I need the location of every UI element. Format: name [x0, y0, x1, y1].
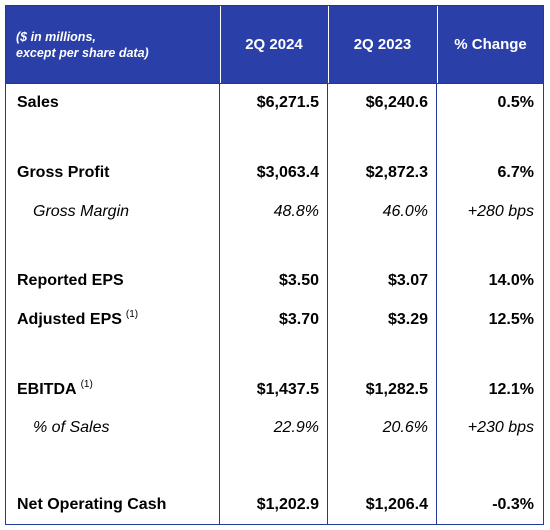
row-label-with-note: EBITDA (1): [17, 376, 93, 404]
column-divider: [219, 84, 220, 525]
row-label: % of Sales: [33, 419, 110, 436]
table-row-reported-eps: Reported EPS $3.50 $3.07 14.0%: [6, 267, 543, 295]
value-2q-2024: 48.8%: [273, 203, 319, 220]
header-2q-2023: 2Q 2023: [328, 6, 436, 83]
value-2q-2024: 22.9%: [273, 419, 319, 436]
table-row-adjusted-eps: Adjusted EPS (1) $3.70 $3.29 12.5%: [6, 306, 543, 334]
column-divider: [436, 84, 437, 525]
value-2q-2024: $3,063.4: [256, 164, 319, 181]
value-percent-change: -0.3%: [492, 496, 534, 513]
table-row-percent-of-sales: % of Sales 22.9% 20.6% +230 bps: [6, 414, 543, 442]
row-label: Gross Margin: [33, 203, 130, 220]
header-caption: ($ in millions, except per share data): [16, 29, 149, 60]
row-label: Adjusted EPS: [17, 311, 122, 328]
row-label: Sales: [17, 94, 59, 111]
row-label: Net Operating Cash: [17, 496, 167, 513]
value-percent-change: +230 bps: [467, 419, 534, 436]
value-percent-change: +280 bps: [467, 203, 534, 220]
value-2q-2023: $1,282.5: [365, 381, 428, 398]
table-header: ($ in millions, except per share data) 2…: [6, 6, 543, 84]
table-row-sales: Sales $6,271.5 $6,240.6 0.5%: [6, 89, 543, 117]
value-2q-2024: $3.70: [278, 311, 319, 328]
table-row-net-operating-cash: Net Operating Cash $1,202.9 $1,206.4 -0.…: [6, 491, 543, 519]
value-2q-2023: $3.07: [387, 272, 428, 289]
footnote-marker: (1): [125, 309, 139, 320]
table-row-ebitda: EBITDA (1) $1,437.5 $1,282.5 12.1%: [6, 376, 543, 404]
footnote-marker: (1): [80, 379, 93, 390]
value-percent-change: 12.5%: [488, 311, 534, 328]
value-percent-change: 12.1%: [488, 381, 534, 398]
column-divider: [327, 84, 328, 525]
value-percent-change: 14.0%: [488, 272, 534, 289]
value-2q-2023: $3.29: [387, 311, 428, 328]
table-row-gross-profit: Gross Profit $3,063.4 $2,872.3 6.7%: [6, 159, 543, 187]
value-2q-2023: $1,206.4: [365, 496, 428, 513]
value-2q-2023: $6,240.6: [365, 94, 428, 111]
row-label-with-note: Adjusted EPS (1): [17, 306, 138, 334]
value-2q-2023: 20.6%: [382, 419, 428, 436]
value-percent-change: 6.7%: [497, 164, 534, 181]
value-2q-2024: $1,437.5: [256, 381, 319, 398]
value-2q-2023: 46.0%: [382, 203, 428, 220]
value-percent-change: 0.5%: [497, 94, 534, 111]
value-2q-2023: $2,872.3: [365, 164, 428, 181]
value-2q-2024: $6,271.5: [256, 94, 319, 111]
value-2q-2024: $1,202.9: [256, 496, 319, 513]
row-label: Reported EPS: [17, 272, 124, 289]
header-2q-2024: 2Q 2024: [220, 6, 327, 83]
value-2q-2024: $3.50: [278, 272, 319, 289]
financial-summary-table: ($ in millions, except per share data) 2…: [5, 5, 544, 525]
table-row-gross-margin: Gross Margin 48.8% 46.0% +280 bps: [6, 198, 543, 226]
row-label: EBITDA: [17, 381, 77, 398]
header-percent-change: % Change: [437, 6, 543, 83]
row-label: Gross Profit: [17, 164, 110, 181]
